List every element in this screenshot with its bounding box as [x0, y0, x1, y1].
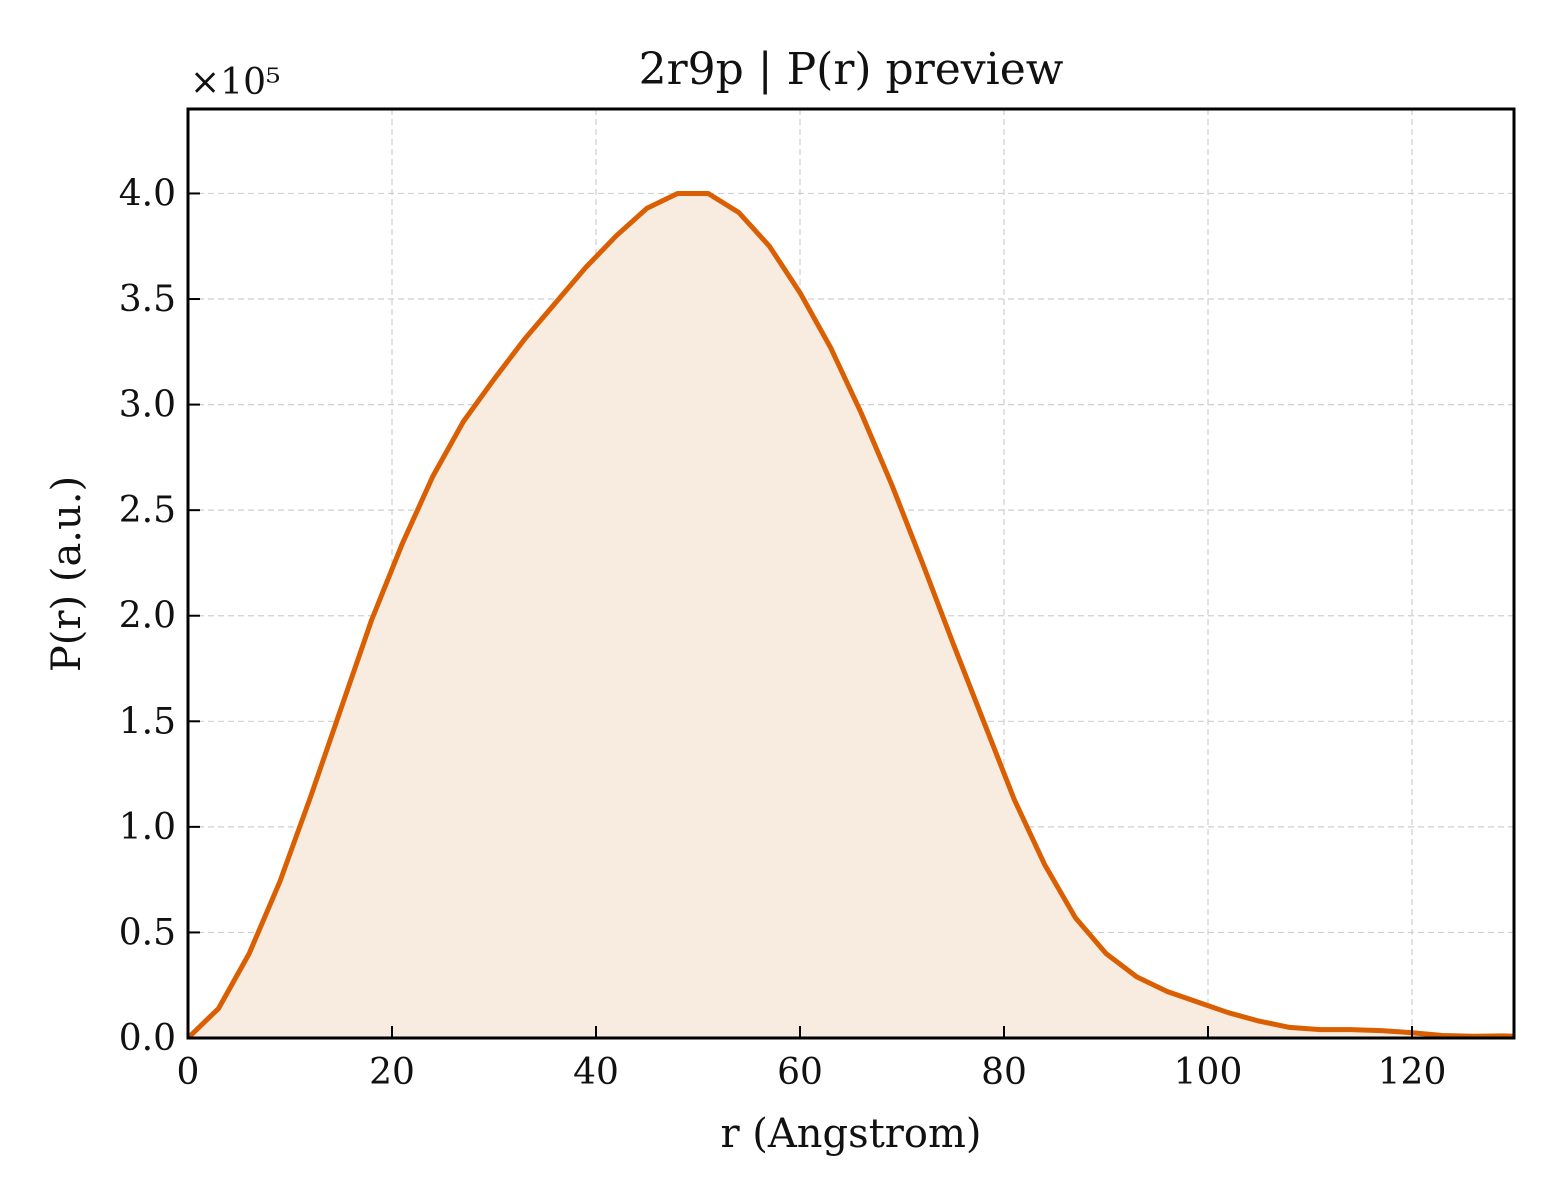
x-axis-label: r (Angstrom) [720, 1111, 981, 1157]
y-tick-label: 1.0 [119, 807, 176, 848]
y-tick-label: 3.0 [119, 385, 176, 426]
pr-area-fill [188, 193, 1514, 1038]
x-tick-label: 120 [1378, 1052, 1447, 1093]
y-tick-label: 0.0 [119, 1018, 176, 1059]
y-multiplier-label: ×10⁵ [190, 62, 280, 103]
plot-frame [186, 107, 1516, 1040]
y-tick-label: 2.5 [119, 490, 176, 531]
x-tick-label: 60 [777, 1052, 823, 1093]
y-tick-label: 3.5 [119, 279, 176, 320]
y-tick-label: 2.0 [119, 596, 176, 637]
pr-series-line [186, 191, 1515, 1040]
chart-title: 2r9p | P(r) preview [639, 44, 1064, 95]
x-tick-label: 100 [1174, 1052, 1243, 1093]
y-tick-label: 0.5 [119, 912, 176, 953]
x-tick-label: 80 [981, 1052, 1027, 1093]
y-axis-label: P(r) (a.u.) [44, 476, 90, 672]
y-axis-ticks: 0.0 0.5 1.0 1.5 2.0 2.5 3.0 3.5 4.0 [119, 173, 200, 1059]
x-tick-label: 40 [573, 1052, 619, 1093]
y-tick-label: 4.0 [119, 173, 176, 214]
y-tick-label: 1.5 [119, 701, 176, 742]
x-tick-label: 0 [177, 1052, 200, 1093]
x-tick-label: 20 [369, 1052, 415, 1093]
x-axis-ticks: 0 20 40 60 80 100 120 [177, 1026, 1447, 1093]
